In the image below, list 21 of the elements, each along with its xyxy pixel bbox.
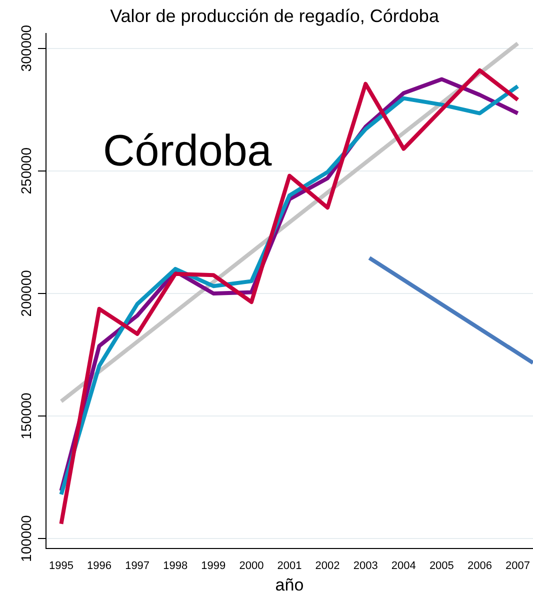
x-tick-label: 2002 bbox=[315, 560, 340, 572]
y-tick-label: 100000 bbox=[18, 515, 34, 562]
x-tick-label: 2004 bbox=[391, 560, 416, 572]
chart-title: Valor de producción de regadío, Córdoba bbox=[110, 6, 440, 26]
x-tick-label: 1996 bbox=[87, 560, 112, 572]
annotation: Córdoba bbox=[103, 126, 272, 176]
x-tick-label: 2003 bbox=[353, 560, 378, 572]
x-tick-label: 2007 bbox=[506, 560, 530, 572]
x-tick-label: 2006 bbox=[467, 560, 492, 572]
x-tick-label: 1995 bbox=[48, 560, 74, 572]
y-tick-label: 300000 bbox=[18, 24, 34, 72]
x-tick-label: 2001 bbox=[277, 560, 302, 572]
x-tick-label: 2000 bbox=[239, 560, 264, 572]
y-tick-label: 150000 bbox=[18, 392, 34, 440]
x-axis-title: año bbox=[275, 575, 304, 594]
x-tick-label: 2005 bbox=[429, 560, 454, 572]
y-tick-label: 250000 bbox=[18, 147, 34, 194]
x-tick-label: 1998 bbox=[163, 560, 188, 572]
x-tick-label: 1997 bbox=[125, 560, 150, 572]
x-tick-label: 1999 bbox=[201, 560, 226, 572]
y-tick-label: 200000 bbox=[18, 270, 34, 317]
